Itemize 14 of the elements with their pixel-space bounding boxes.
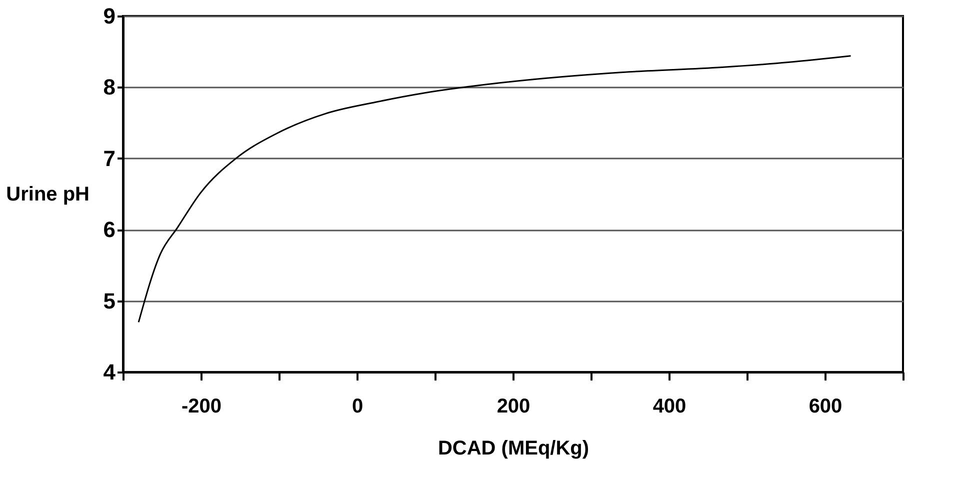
x-tick-label: 600 <box>808 396 842 418</box>
y-axis-title: Urine pH <box>6 184 90 206</box>
y-tick-label: 5 <box>103 288 116 314</box>
y-tick-label: 8 <box>103 74 116 100</box>
y-tick-label: 4 <box>103 360 116 384</box>
x-tick-label: 0 <box>352 396 364 418</box>
x-tick-label: 400 <box>652 396 686 418</box>
line-series <box>138 55 852 323</box>
y-tick-label: 7 <box>103 146 116 171</box>
y-tick-label: 6 <box>103 217 116 242</box>
x-tick-label: -200 <box>181 396 222 418</box>
x-tick-label: 200 <box>496 396 530 418</box>
y-tick-label: 9 <box>103 4 116 28</box>
x-axis-title: DCAD (MEq/Kg) <box>438 438 590 460</box>
